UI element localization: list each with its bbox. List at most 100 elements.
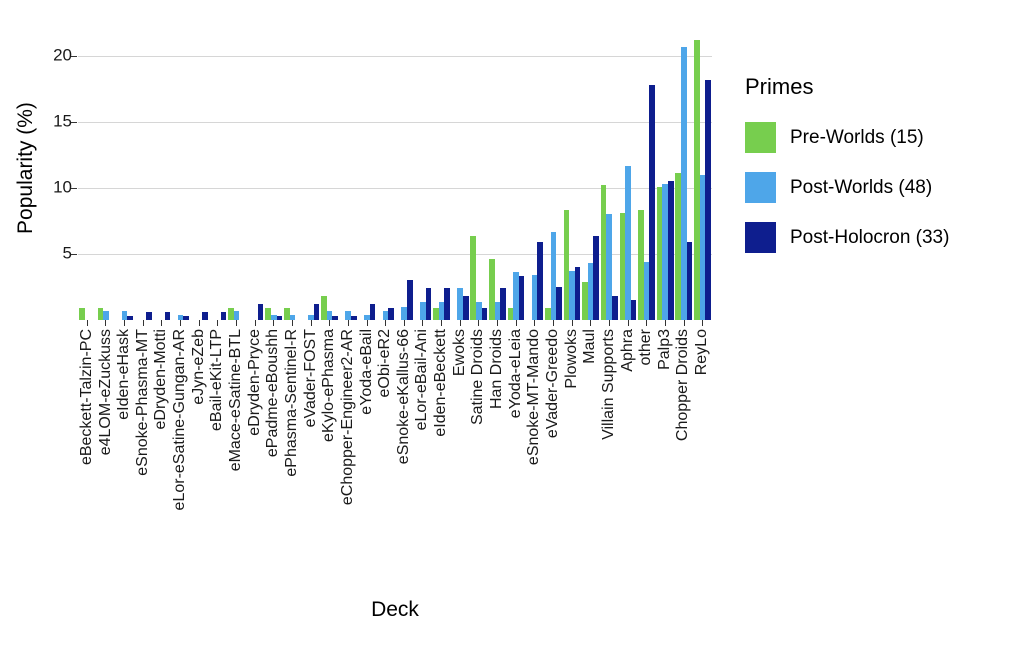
bar [569,271,575,320]
bar [625,165,631,320]
bar-group [581,12,600,320]
bar-group [78,12,97,320]
bar-group [414,12,433,320]
bar [183,316,189,320]
x-tick-label: eMace-eSatine-BTL [227,329,245,472]
x-tick-label: eIden-eHask [115,329,133,420]
bar-group [115,12,134,320]
bar-group [97,12,116,320]
x-tick-label: eYoda-eLeia [506,329,524,419]
bar [257,304,264,320]
bar [438,301,445,320]
bar [270,315,277,320]
bar-group [619,12,638,320]
bar [681,46,687,320]
bar [537,242,544,320]
x-tick-label: eKylo-ePhasma [320,329,338,442]
bar [233,310,240,320]
x-tick-label: eIden-eBeckett [432,329,450,437]
bar [507,308,514,320]
gridlines [78,12,712,320]
x-tick-label: eChopper-Engineer2-AR [338,329,356,506]
bar [600,185,607,320]
bar [201,312,208,320]
bar [103,310,109,320]
legend-swatch-post-worlds [745,172,776,203]
bar [513,272,519,320]
x-tick-label: eLor-eBail-Ani [413,329,431,431]
legend-item-pre-worlds: Pre-Worlds (15) [745,122,949,153]
y-tick-label: 20 [53,45,72,65]
bar [177,315,184,320]
bar-group [656,12,675,320]
bar [638,210,644,320]
bar [518,276,525,320]
bar [694,40,700,320]
bar [146,312,152,320]
bar [494,301,501,320]
legend-label-pre-worlds: Pre-Worlds (15) [790,126,924,148]
bar-group [675,12,694,320]
bar-group [302,12,321,320]
bar [686,242,693,320]
x-tick-label: Villain Supports [599,329,617,440]
legend: Primes Pre-Worlds (15) Post-Worlds (48) … [745,74,949,272]
legend-swatch-post-holocron [745,222,776,253]
bar [420,301,426,320]
bar [612,296,618,320]
x-tick-label: Ewoks [450,329,468,377]
bar [500,288,506,320]
bar [289,315,296,320]
bar-group [358,12,377,320]
legend-item-post-holocron: Post-Holocron (33) [745,222,949,253]
x-tick-label: eSnoke-MT-Mando [525,329,543,466]
x-tick-label: Maul [581,329,599,364]
bar [425,288,432,320]
bar-group [563,12,582,320]
bar [662,184,668,320]
y-tick-label: 5 [62,243,72,263]
bar [462,296,469,320]
x-tick-label: ePadme-eBoushh [264,329,282,458]
x-tick-label: eJyn-eZeb [189,329,207,405]
bar [444,288,450,320]
bar-group [339,12,358,320]
bar [587,263,594,320]
bar-group [600,12,619,320]
bar [643,261,650,320]
bar-group [171,12,190,320]
bar [332,316,339,320]
bar-group [134,12,153,320]
bar [574,267,581,320]
bar [382,310,389,320]
x-tick-label: eObi-eR2 [376,329,394,398]
bar [606,214,613,320]
bar [457,288,463,320]
x-tick-label: ReyLo [693,329,711,376]
y-tick-label: 10 [53,177,72,197]
bar [667,181,674,320]
x-tick-label: ePhasma-Sentinel-R [282,329,300,477]
bar-group [395,12,414,320]
bar [556,287,562,320]
bar [276,316,283,320]
bar [97,308,104,320]
bar [582,281,588,320]
bar [127,316,133,320]
bar-group [190,12,209,320]
x-tick-label: eVader-Greedo [543,329,561,439]
x-tick-label: eSnoke-eKallus-66 [394,329,412,465]
x-tick-label: Aphra [618,329,636,372]
x-tick-label: eSnoke-Phasma-MT [133,329,151,476]
x-tick-label: Satine Droids [469,329,487,426]
bar [369,304,376,320]
x-tick-label: Chopper Droids [674,329,692,442]
legend-label-post-holocron: Post-Holocron (33) [790,226,950,248]
x-tick-label: eDryden-Pryce [245,329,263,436]
bar [283,308,290,320]
bar [433,308,439,320]
bar-group [507,12,526,320]
bar [475,301,482,320]
bar [675,173,682,320]
x-tick-label: eBeckett-Talzin-PC [77,329,95,466]
